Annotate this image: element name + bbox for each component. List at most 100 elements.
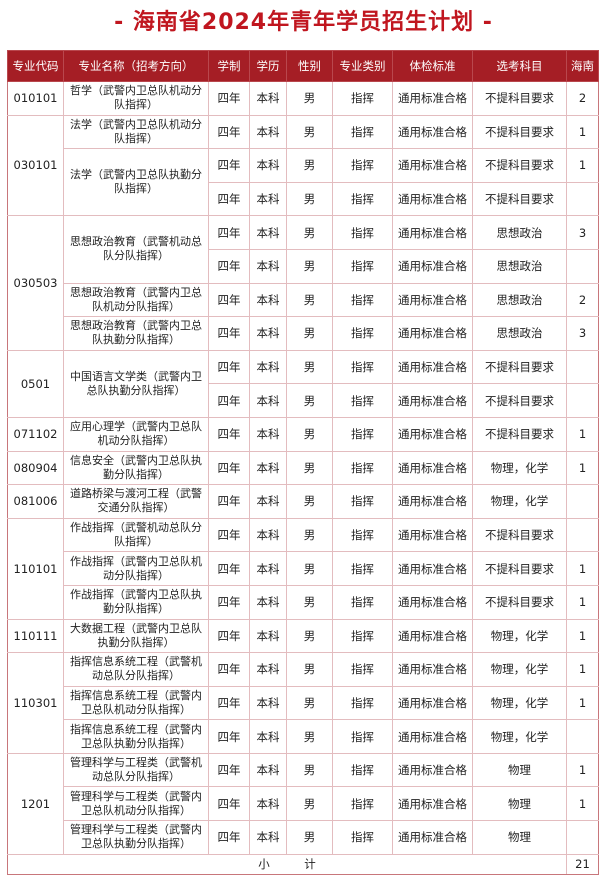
type-cell: 指挥 [332, 719, 393, 754]
major-name-cell: 作战指挥（武警机动总队分队指挥） [63, 517, 209, 553]
table-row: 110111 大数据工程（武警内卫总队执勤分队指挥） 四年 本科男指挥 通用标准合格 物理… [7, 618, 599, 654]
subtotal-value: 21 [566, 853, 599, 875]
physical-cell: 通用标准合格 [392, 81, 473, 116]
subjects-cell: 物理，化学 [472, 618, 567, 654]
major-name-cell: 思想政治教育（武警机动总队分队指挥） [63, 215, 209, 284]
subtotal-row: 小 计 21 [7, 853, 599, 875]
type-cell: 指挥 [332, 786, 393, 822]
subjects-cell: 思想政治 [472, 215, 567, 250]
degree-cell: 本科 [249, 618, 287, 654]
quota-cell [566, 517, 599, 553]
physical-cell: 通用标准合格 [392, 517, 473, 553]
table-row: 管理科学与工程类（武警内卫总队执勤分队指挥） 四年 本科男指挥 通用标准合格 物理 [8, 820, 599, 855]
major-name-cell: 哲学（武警内卫总队机动分队指挥） [63, 81, 209, 116]
degree-cell: 本科 [249, 450, 287, 486]
years-cell: 四年 [208, 752, 250, 788]
table-row: 指挥信息系统工程（武警内卫总队执勤分队指挥） 四年 本科男指挥 通用标准合格 物理，化学 [8, 719, 599, 754]
physical-cell: 通用标准合格 [392, 719, 473, 754]
major-name-cell: 思想政治教育（武警内卫总队机动分队指挥） [63, 282, 209, 318]
type-cell: 指挥 [332, 752, 393, 788]
gender-cell: 男 [286, 114, 333, 150]
degree-cell: 本科 [249, 248, 287, 284]
gender-cell: 男 [286, 181, 333, 217]
physical-cell: 通用标准合格 [392, 618, 473, 654]
page-title: - 海南省2024年青年学员招生计划 - [114, 10, 493, 35]
years-cell: 四年 [208, 215, 250, 250]
gender-cell: 男 [286, 584, 333, 620]
gender-cell: 男 [286, 752, 333, 788]
type-cell: 指挥 [332, 517, 393, 553]
major-name-cell: 法学（武警内卫总队机动分队指挥） [63, 114, 209, 150]
years-cell: 四年 [208, 719, 250, 754]
physical-cell: 通用标准合格 [392, 820, 473, 855]
degree-cell: 本科 [249, 416, 287, 452]
subjects-cell: 不提科目要求 [472, 383, 567, 418]
gender-cell: 男 [286, 618, 333, 654]
table-row: 作战指挥（武警内卫总队机动分队指挥） 四年 本科男指挥 通用标准合格 不提科目要求 1 [8, 551, 599, 586]
major-code-cell: 0501 [7, 349, 64, 418]
table-row: 030101 法学（武警内卫总队机动分队指挥） 四年 本科男指挥 通用标准合格 不提科目要… [7, 114, 599, 217]
gender-cell: 男 [286, 652, 333, 687]
degree-cell: 本科 [249, 383, 287, 418]
column-header-subjects: 选考科目 [472, 50, 567, 82]
years-cell: 四年 [208, 148, 250, 183]
gender-cell: 男 [286, 484, 333, 519]
subjects-cell: 不提科目要求 [472, 148, 567, 183]
table-row: 010101 哲学（武警内卫总队机动分队指挥） 四年 本科男指挥 通用标准合格 不提科目要… [7, 81, 599, 116]
table-row: 思想政治教育（武警内卫总队执勤分队指挥） 四年 本科男指挥 通用标准合格 思想政治 3 [8, 316, 599, 351]
type-cell: 指挥 [332, 215, 393, 250]
degree-cell: 本科 [249, 786, 287, 822]
type-cell: 指挥 [332, 652, 393, 687]
quota-cell: 2 [566, 282, 599, 318]
physical-cell: 通用标准合格 [392, 148, 473, 183]
subjects-cell: 不提科目要求 [472, 416, 567, 452]
type-cell: 指挥 [332, 416, 393, 452]
quota-cell: 1 [566, 450, 599, 486]
years-cell: 四年 [208, 584, 250, 620]
type-cell: 指挥 [332, 820, 393, 855]
quota-cell [566, 484, 599, 519]
type-cell: 指挥 [332, 316, 393, 351]
table-row: 法学（武警内卫总队执勤分队指挥） 四年 本科男指挥 通用标准合格 不提科目要求 1 [8, 148, 599, 217]
type-cell: 指挥 [332, 282, 393, 318]
type-cell: 指挥 [332, 618, 393, 654]
column-header-name: 专业名称（招考方向） [63, 50, 209, 82]
column-header-quota: 海南 [566, 50, 599, 82]
type-cell: 指挥 [332, 383, 393, 418]
degree-cell: 本科 [249, 752, 287, 788]
degree-cell: 本科 [249, 551, 287, 586]
gender-cell: 男 [286, 719, 333, 754]
gender-cell: 男 [286, 517, 333, 553]
column-header-years: 学制 [208, 50, 250, 82]
column-header-type: 专业类别 [332, 50, 393, 82]
quota-cell [566, 349, 599, 385]
degree-cell: 本科 [249, 316, 287, 351]
major-name-cell: 指挥信息系统工程（武警内卫总队执勤分队指挥） [63, 719, 209, 754]
physical-cell: 通用标准合格 [392, 282, 473, 318]
major-code-cell: 081006 [7, 484, 64, 519]
physical-cell: 通用标准合格 [392, 215, 473, 250]
quota-cell: 1 [566, 752, 599, 788]
quota-cell: 3 [566, 316, 599, 351]
major-code-cell: 1201 [7, 752, 64, 855]
subjects-cell: 不提科目要求 [472, 584, 567, 620]
quota-cell [566, 820, 599, 855]
quota-cell: 1 [566, 786, 599, 822]
years-cell: 四年 [208, 484, 250, 519]
years-cell: 四年 [208, 114, 250, 150]
degree-cell: 本科 [249, 719, 287, 754]
quota-cell: 1 [566, 114, 599, 150]
years-cell: 四年 [208, 450, 250, 486]
quota-cell: 1 [566, 618, 599, 654]
degree-cell: 本科 [249, 148, 287, 183]
years-cell: 四年 [208, 685, 250, 721]
degree-cell: 本科 [249, 685, 287, 721]
major-code-cell: 030503 [7, 215, 64, 351]
column-header-code: 专业代码 [7, 50, 64, 82]
years-cell: 四年 [208, 316, 250, 351]
subjects-cell: 物理 [472, 820, 567, 855]
degree-cell: 本科 [249, 114, 287, 150]
physical-cell: 通用标准合格 [392, 349, 473, 385]
subjects-cell: 物理 [472, 786, 567, 822]
table-row: 110301 指挥信息系统工程（武警机动总队分队指挥） 四年 本科男指挥 通用标准合格物… [7, 652, 599, 754]
